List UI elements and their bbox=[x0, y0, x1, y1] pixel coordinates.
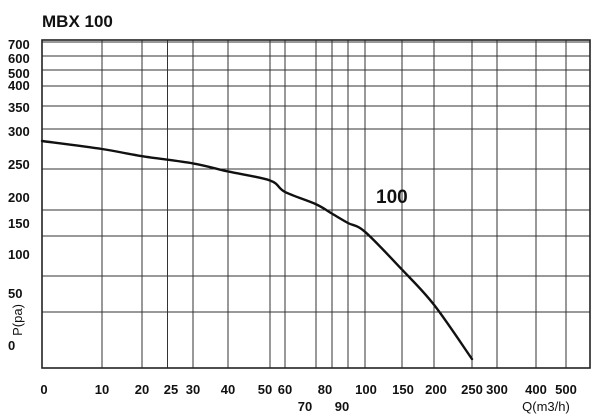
y-tick-label: 350 bbox=[8, 100, 30, 115]
y-tick-label: 500 bbox=[8, 66, 30, 81]
y-tick-label: 300 bbox=[8, 124, 30, 139]
x-tick-label: 100 bbox=[355, 382, 377, 397]
x-tick-label: 25 bbox=[164, 382, 178, 397]
x-tick-label: 150 bbox=[392, 382, 414, 397]
x-tick-label: 200 bbox=[425, 382, 447, 397]
x-tick-label: 70 bbox=[298, 399, 312, 414]
x-tick-label: 250 bbox=[461, 382, 483, 397]
y-tick-label: 250 bbox=[8, 157, 30, 172]
plot-border bbox=[41, 39, 591, 369]
series-layer bbox=[40, 139, 474, 361]
grid bbox=[42, 40, 590, 368]
series-line-100 bbox=[40, 139, 474, 361]
y-tick-label: 0 bbox=[8, 338, 15, 353]
y-tick-label: 700 bbox=[8, 37, 30, 52]
x-tick-label: 400 bbox=[525, 382, 547, 397]
x-tick-label: 500 bbox=[555, 382, 577, 397]
x-tick-label: 60 bbox=[278, 382, 292, 397]
x-tick-label: 80 bbox=[318, 382, 332, 397]
x-tick-label: 0 bbox=[40, 382, 47, 397]
plot-frame bbox=[41, 39, 591, 369]
x-tick-label: 10 bbox=[95, 382, 109, 397]
x-tick-label: 50 bbox=[258, 382, 272, 397]
series-label-100: 100 bbox=[376, 187, 408, 208]
chart-title: MBX 100 bbox=[42, 12, 113, 31]
x-tick-label: 30 bbox=[186, 382, 200, 397]
x-tick-label: 300 bbox=[486, 382, 508, 397]
x-tick-label: 20 bbox=[135, 382, 149, 397]
y-tick-label: 50 bbox=[8, 286, 22, 301]
y-axis-label: P(pa) bbox=[10, 304, 25, 336]
x-tick-label: 90 bbox=[335, 399, 349, 414]
y-tick-label: 400 bbox=[8, 78, 30, 93]
y-tick-label: 150 bbox=[8, 216, 30, 231]
y-tick-label: 100 bbox=[8, 247, 30, 262]
y-tick-label: 200 bbox=[8, 190, 30, 205]
x-tick-label: 40 bbox=[221, 382, 235, 397]
y-tick-label: 600 bbox=[8, 51, 30, 66]
x-axis-label: Q(m3/h) bbox=[522, 399, 570, 414]
